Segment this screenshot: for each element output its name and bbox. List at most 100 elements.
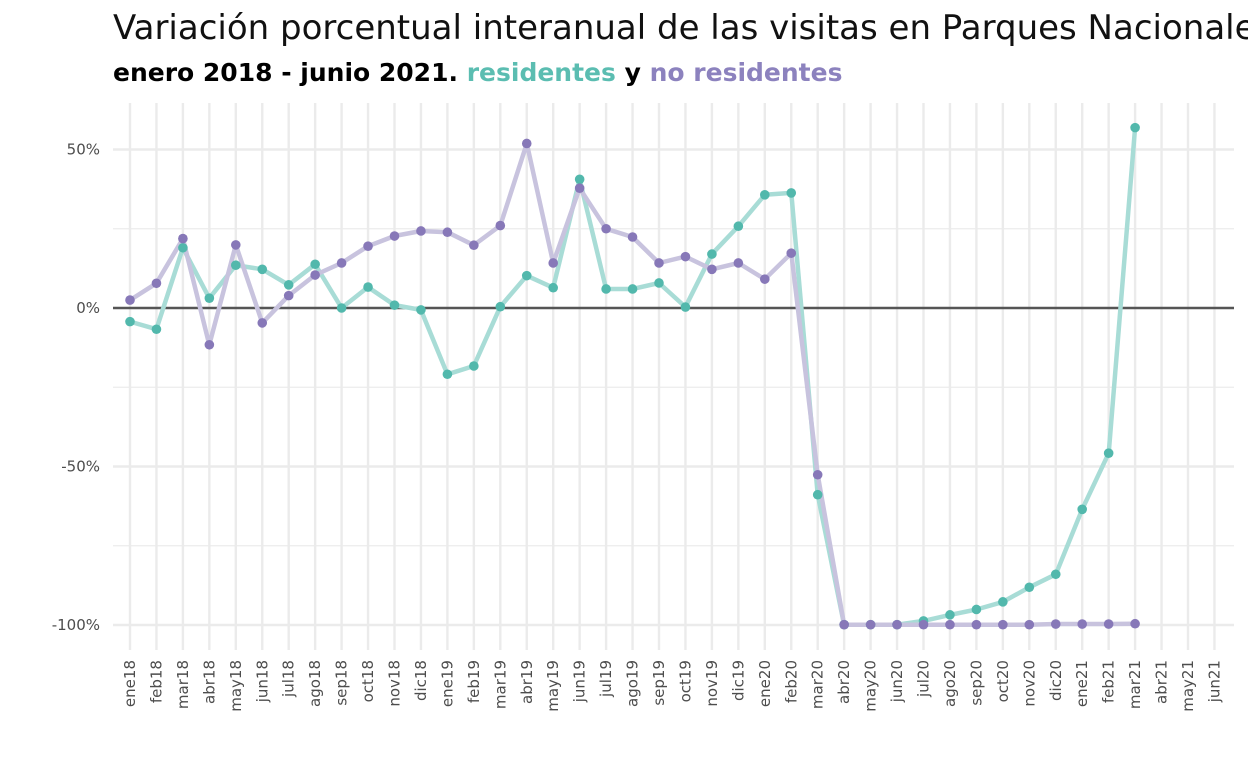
data-point-no-residentes: [1130, 618, 1140, 629]
data-point-no-residentes: [1077, 619, 1087, 629]
x-tick-label: feb19: [465, 660, 483, 703]
data-point-no-residentes: [151, 278, 162, 289]
data-point-no-residentes: [442, 227, 453, 238]
data-point-residentes: [680, 302, 691, 312]
data-point-no-residentes: [601, 223, 611, 234]
data-point-no-residentes: [283, 290, 294, 301]
x-axis: ene18 feb18 mar18 abr18 may18 jun18 jul18 ago18…: [121, 660, 1223, 712]
chart-title: Variación porcentual interanual de las v…: [113, 8, 1248, 48]
x-tick-label: dic18: [412, 660, 430, 701]
data-point-no-residentes: [892, 619, 902, 630]
data-point-no-residentes: [998, 619, 1008, 630]
data-point-no-residentes: [786, 248, 797, 258]
data-point-no-residentes: [574, 183, 585, 193]
data-point-residentes: [1103, 448, 1114, 458]
x-tick-label: jul19: [597, 660, 615, 698]
x-tick-label: jun20: [888, 660, 906, 703]
data-point-no-residentes: [336, 258, 347, 268]
x-tick-label: may19: [544, 660, 562, 712]
subtitle-conjunction: y: [624, 58, 641, 87]
y-tick-label: -100%: [52, 616, 100, 634]
series-layer: [125, 122, 1140, 630]
x-tick-label: sep19: [650, 660, 668, 706]
x-tick-label: jun18: [253, 660, 271, 703]
data-point-residentes: [574, 174, 585, 185]
data-point-residentes: [178, 242, 188, 253]
data-point-no-residentes: [363, 241, 373, 251]
data-point-no-residentes: [733, 258, 744, 268]
data-point-residentes: [310, 259, 320, 270]
x-tick-label: mar20: [809, 660, 827, 709]
x-tick-label: ago20: [941, 660, 959, 707]
y-tick-label: 0%: [76, 299, 100, 317]
data-point-residentes: [125, 316, 135, 327]
x-tick-label: nov19: [703, 660, 721, 707]
x-tick-label: feb21: [1100, 660, 1118, 703]
data-point-residentes: [204, 293, 215, 303]
data-point-no-residentes: [521, 138, 532, 149]
x-tick-label: jun21: [1205, 660, 1223, 703]
data-point-residentes: [971, 604, 982, 615]
data-point-no-residentes: [865, 619, 876, 630]
data-point-residentes: [257, 264, 268, 275]
data-point-residentes: [231, 260, 241, 271]
x-tick-label: feb18: [147, 660, 165, 703]
data-point-residentes: [363, 282, 373, 292]
data-point-residentes: [336, 303, 347, 313]
gridlines: [113, 103, 1234, 650]
subtitle-no-residentes: no residentes: [649, 58, 843, 87]
x-tick-label: nov20: [1020, 660, 1038, 707]
x-tick-label: may21: [1179, 660, 1197, 712]
data-point-residentes: [1077, 504, 1087, 515]
x-tick-label: ago18: [306, 660, 324, 707]
data-point-residentes: [469, 361, 479, 371]
x-tick-label: jun19: [571, 660, 589, 703]
data-point-no-residentes: [1050, 619, 1061, 629]
x-tick-label: oct20: [994, 660, 1012, 702]
data-point-no-residentes: [495, 220, 506, 231]
data-point-residentes: [707, 249, 717, 259]
subtitle-period: enero 2018 - junio 2021.: [113, 58, 458, 87]
x-tick-label: jul20: [915, 660, 933, 698]
x-tick-label: ene21: [1073, 660, 1091, 707]
data-point-no-residentes: [548, 258, 558, 268]
x-tick-label: sep20: [967, 660, 985, 706]
x-tick-label: ene19: [438, 660, 456, 707]
x-tick-label: jul18: [280, 660, 298, 698]
subtitle-residentes: residentes: [466, 58, 616, 87]
data-point-no-residentes: [257, 318, 268, 328]
x-tick-label: oct18: [359, 660, 377, 702]
data-point-residentes: [521, 270, 532, 281]
data-point-no-residentes: [125, 295, 135, 305]
y-tick-label: 50%: [67, 141, 100, 159]
data-point-no-residentes: [680, 251, 691, 262]
x-tick-label: ago19: [624, 660, 642, 707]
data-point-no-residentes: [204, 339, 215, 350]
data-point-residentes: [733, 221, 744, 232]
data-point-no-residentes: [627, 232, 638, 242]
x-tick-label: oct19: [676, 660, 694, 702]
data-point-no-residentes: [812, 469, 823, 480]
data-point-residentes: [786, 188, 797, 198]
x-tick-label: sep18: [333, 660, 351, 706]
data-point-residentes: [998, 597, 1008, 607]
data-point-residentes: [760, 190, 770, 200]
x-tick-label: mar19: [491, 660, 509, 709]
data-point-residentes: [1130, 122, 1140, 133]
data-point-no-residentes: [760, 274, 770, 284]
data-point-no-residentes: [1024, 619, 1035, 630]
x-tick-label: mar18: [174, 660, 192, 709]
data-point-residentes: [416, 305, 426, 315]
data-point-no-residentes: [707, 264, 717, 275]
x-tick-label: abr20: [835, 660, 853, 704]
data-point-residentes: [1024, 582, 1035, 593]
data-point-no-residentes: [971, 619, 982, 630]
data-point-residentes: [151, 324, 162, 335]
data-point-no-residentes: [310, 270, 320, 280]
data-point-no-residentes: [1103, 619, 1114, 629]
data-point-residentes: [495, 301, 506, 312]
data-point-no-residentes: [178, 233, 188, 244]
data-point-residentes: [283, 280, 294, 290]
x-tick-label: dic19: [729, 660, 747, 701]
y-axis: 50% 0% -50% -100%: [52, 141, 100, 635]
